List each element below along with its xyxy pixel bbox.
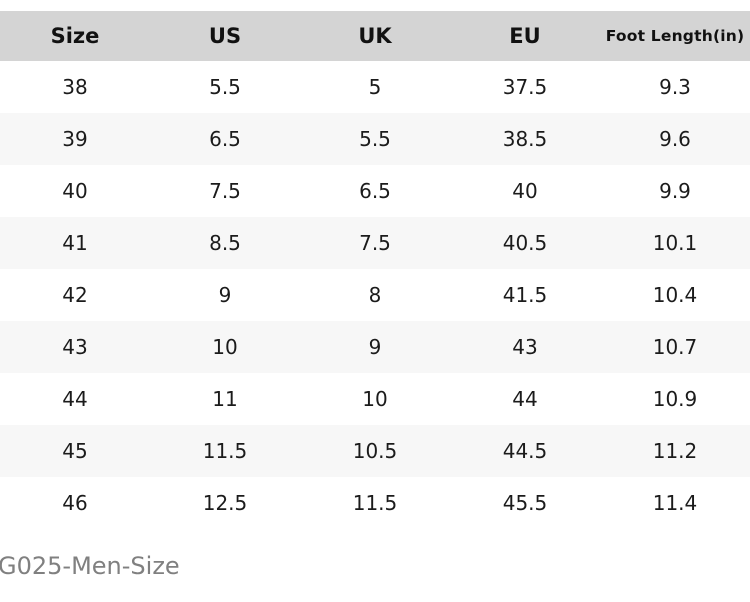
foot-length-cell: 11.2 — [652, 439, 698, 463]
foot-length-cell: 9.3 — [659, 75, 691, 99]
foot-length-cell: 9.9 — [659, 179, 691, 203]
us-cell: 9 — [218, 283, 232, 307]
header-us: US — [150, 11, 300, 61]
size-chart-table: Size US UK EU Foot Length(in) 38 5.5 5 3… — [0, 11, 750, 529]
size-cell: 46 — [62, 491, 88, 515]
eu-cell: 40.5 — [502, 231, 548, 255]
uk-cell: 9 — [368, 335, 382, 359]
table-row: 40 7.5 6.5 40 9.9 — [0, 165, 750, 217]
uk-cell: 10 — [362, 387, 388, 411]
uk-cell: 10.5 — [352, 439, 398, 463]
eu-cell: 40 — [512, 179, 538, 203]
eu-cell: 44.5 — [502, 439, 548, 463]
eu-cell: 45.5 — [502, 491, 548, 515]
table-row: 43 10 9 43 10.7 — [0, 321, 750, 373]
foot-length-cell: 10.9 — [652, 387, 698, 411]
foot-length-cell: 11.4 — [652, 491, 698, 515]
chart-caption: G025-Men-Size — [0, 552, 180, 580]
header-size: Size — [0, 11, 150, 61]
uk-cell: 8 — [368, 283, 382, 307]
foot-length-cell: 9.6 — [659, 127, 691, 151]
table-row: 42 9 8 41.5 10.4 — [0, 269, 750, 321]
uk-cell: 11.5 — [352, 491, 398, 515]
us-cell: 12.5 — [202, 491, 248, 515]
size-cell: 38 — [62, 75, 88, 99]
foot-length-cell: 10.7 — [652, 335, 698, 359]
size-cell: 40 — [62, 179, 88, 203]
table-header-row: Size US UK EU Foot Length(in) — [0, 11, 750, 61]
eu-cell: 43 — [512, 335, 538, 359]
eu-cell: 41.5 — [502, 283, 548, 307]
us-cell: 11 — [212, 387, 238, 411]
table-row: 46 12.5 11.5 45.5 11.4 — [0, 477, 750, 529]
us-cell: 8.5 — [209, 231, 241, 255]
size-cell: 44 — [62, 387, 88, 411]
size-cell: 45 — [62, 439, 88, 463]
table-row: 44 11 10 44 10.9 — [0, 373, 750, 425]
eu-cell: 38.5 — [502, 127, 548, 151]
table-row: 39 6.5 5.5 38.5 9.6 — [0, 113, 750, 165]
table-row: 45 11.5 10.5 44.5 11.2 — [0, 425, 750, 477]
header-uk: UK — [300, 11, 450, 61]
us-cell: 11.5 — [202, 439, 248, 463]
us-cell: 5.5 — [209, 75, 241, 99]
foot-length-cell: 10.4 — [652, 283, 698, 307]
uk-cell: 6.5 — [359, 179, 391, 203]
uk-cell: 5.5 — [359, 127, 391, 151]
size-cell: 39 — [62, 127, 88, 151]
uk-cell: 7.5 — [359, 231, 391, 255]
foot-length-cell: 10.1 — [652, 231, 698, 255]
size-chart: Size US UK EU Foot Length(in) 38 5.5 5 3… — [0, 11, 750, 580]
header-foot-length: Foot Length(in) — [600, 11, 750, 61]
us-cell: 10 — [212, 335, 238, 359]
size-cell: 41 — [62, 231, 88, 255]
size-cell: 43 — [62, 335, 88, 359]
table-row: 41 8.5 7.5 40.5 10.1 — [0, 217, 750, 269]
eu-cell: 37.5 — [502, 75, 548, 99]
us-cell: 7.5 — [209, 179, 241, 203]
header-eu: EU — [450, 11, 600, 61]
uk-cell: 5 — [368, 75, 382, 99]
us-cell: 6.5 — [209, 127, 241, 151]
table-row: 38 5.5 5 37.5 9.3 — [0, 61, 750, 113]
eu-cell: 44 — [512, 387, 538, 411]
size-cell: 42 — [62, 283, 88, 307]
